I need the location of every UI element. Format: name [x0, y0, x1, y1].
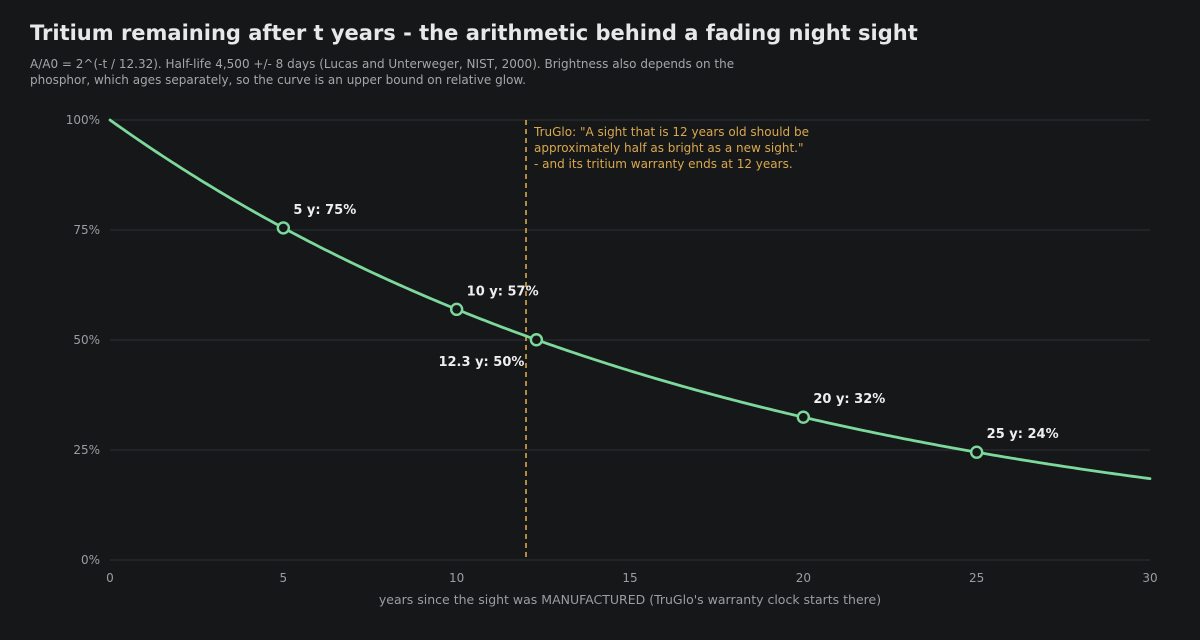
x-tick-label: 5	[280, 571, 288, 585]
axis-layer: 0% 25% 50% 75% 100% 0 5 10 15 20 25 30 years since t…	[66, 113, 1158, 607]
warranty-line-layer: TruGlo: "A sight that is 12 years old sh…	[525, 120, 809, 560]
y-tick-label: 25%	[73, 443, 100, 457]
label-layer: 5 y: 75% 10 y: 57% 12.3 y: 50% 20 y: 32% 25 …	[293, 203, 1058, 442]
data-point-marker	[449, 302, 464, 317]
data-point-marker	[969, 445, 984, 459]
decay-curve	[108, 118, 1152, 481]
data-point-label: 12.3 y: 50%	[438, 355, 524, 370]
y-tick-label: 50%	[73, 333, 100, 347]
x-tick-label: 20	[796, 571, 811, 585]
x-tick-label: 30	[1142, 571, 1157, 585]
y-tick-label: 100%	[66, 113, 100, 127]
chart-title: Tritium remaining after t years - the ar…	[30, 21, 918, 45]
series-layer	[108, 118, 1152, 481]
data-point-label: 20 y: 32%	[813, 392, 885, 407]
x-tick-label: 10	[449, 571, 464, 585]
warranty-annotation-line: approximately half as bright as a new si…	[534, 141, 803, 155]
x-tick-label: 0	[106, 571, 114, 585]
warranty-annotation-line: TruGlo: "A sight that is 12 years old sh…	[533, 125, 809, 139]
data-point-label: 25 y: 24%	[987, 427, 1059, 442]
data-point-label: 5 y: 75%	[293, 203, 356, 218]
warranty-annotation-line: - and its tritium warranty ends at 12 ye…	[534, 157, 793, 171]
y-tick-label: 0%	[81, 553, 100, 567]
data-point-marker	[529, 333, 544, 347]
chart-subtitle: A/A0 = 2^(-t / 12.32). Half-life 4,500 +…	[30, 57, 735, 87]
y-tick-label: 75%	[73, 223, 100, 237]
data-point-label: 10 y: 57%	[467, 284, 539, 299]
data-point-marker	[276, 221, 291, 235]
x-axis-label: years since the sight was MANUFACTURED (…	[379, 592, 881, 607]
x-tick-label: 15	[622, 571, 637, 585]
x-tick-label: 25	[969, 571, 984, 585]
data-point-marker	[796, 410, 811, 424]
marker-layer	[276, 221, 984, 459]
grid-layer	[110, 119, 1150, 561]
